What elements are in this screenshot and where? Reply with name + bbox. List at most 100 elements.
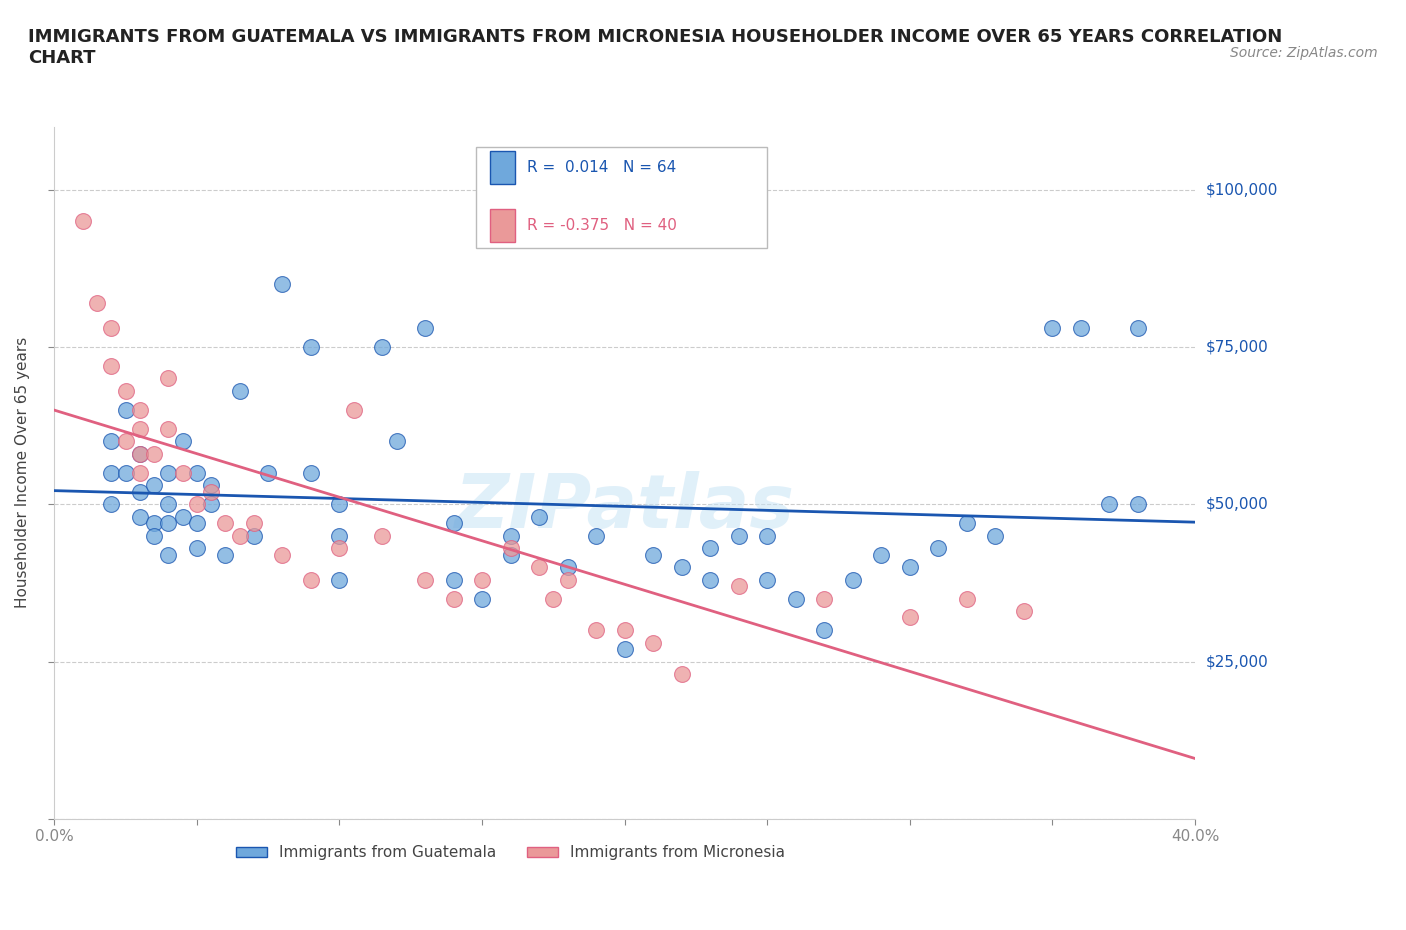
- Point: [443, 572, 465, 587]
- Text: $25,000: $25,000: [1206, 654, 1268, 669]
- Point: [128, 465, 150, 480]
- Point: [842, 572, 865, 587]
- Point: [813, 622, 835, 637]
- Point: [328, 541, 350, 556]
- Point: [499, 541, 522, 556]
- Point: [557, 560, 579, 575]
- Point: [186, 497, 208, 512]
- Point: [756, 528, 779, 543]
- Point: [128, 403, 150, 418]
- Text: R =  0.014   N = 64: R = 0.014 N = 64: [527, 160, 676, 175]
- Point: [371, 528, 394, 543]
- Point: [200, 485, 222, 499]
- Point: [471, 591, 494, 606]
- Point: [699, 572, 721, 587]
- Point: [128, 446, 150, 461]
- Point: [243, 528, 266, 543]
- Point: [671, 560, 693, 575]
- Point: [613, 642, 636, 657]
- Text: $75,000: $75,000: [1206, 339, 1268, 354]
- Point: [100, 465, 122, 480]
- Point: [385, 433, 408, 448]
- FancyBboxPatch shape: [477, 147, 768, 247]
- Point: [200, 497, 222, 512]
- Point: [143, 446, 166, 461]
- Point: [927, 541, 949, 556]
- Point: [86, 296, 108, 311]
- Point: [128, 421, 150, 436]
- Point: [643, 547, 665, 562]
- Point: [299, 572, 322, 587]
- Point: [870, 547, 893, 562]
- Point: [956, 515, 979, 530]
- Point: [172, 510, 194, 525]
- Point: [756, 572, 779, 587]
- Text: R = -0.375   N = 40: R = -0.375 N = 40: [527, 219, 676, 233]
- Point: [271, 276, 294, 291]
- Point: [114, 433, 136, 448]
- Point: [299, 465, 322, 480]
- Point: [157, 515, 180, 530]
- Point: [228, 528, 250, 543]
- Point: [499, 528, 522, 543]
- Point: [527, 510, 550, 525]
- Point: [543, 591, 565, 606]
- Point: [186, 541, 208, 556]
- Text: $50,000: $50,000: [1206, 497, 1268, 512]
- Point: [271, 547, 294, 562]
- Point: [328, 528, 350, 543]
- Point: [128, 510, 150, 525]
- Text: Source: ZipAtlas.com: Source: ZipAtlas.com: [1230, 46, 1378, 60]
- Point: [471, 572, 494, 587]
- Text: ZIPatlas: ZIPatlas: [454, 471, 794, 544]
- Point: [984, 528, 1007, 543]
- Point: [100, 321, 122, 336]
- Point: [413, 321, 436, 336]
- Point: [643, 635, 665, 650]
- FancyBboxPatch shape: [491, 209, 515, 242]
- Point: [114, 465, 136, 480]
- Point: [956, 591, 979, 606]
- Point: [1126, 321, 1149, 336]
- Point: [257, 465, 280, 480]
- Point: [157, 371, 180, 386]
- Point: [100, 497, 122, 512]
- Point: [585, 528, 607, 543]
- Point: [157, 421, 180, 436]
- FancyBboxPatch shape: [491, 151, 515, 184]
- Point: [671, 667, 693, 682]
- Legend: Immigrants from Guatemala, Immigrants from Micronesia: Immigrants from Guatemala, Immigrants fr…: [231, 840, 792, 867]
- Point: [128, 485, 150, 499]
- Point: [143, 528, 166, 543]
- Point: [499, 547, 522, 562]
- Point: [243, 515, 266, 530]
- Point: [100, 433, 122, 448]
- Point: [143, 478, 166, 493]
- Point: [186, 515, 208, 530]
- Point: [72, 214, 94, 229]
- Point: [157, 465, 180, 480]
- Point: [1012, 604, 1035, 618]
- Point: [172, 465, 194, 480]
- Point: [699, 541, 721, 556]
- Point: [898, 610, 921, 625]
- Point: [128, 446, 150, 461]
- Point: [157, 547, 180, 562]
- Point: [328, 572, 350, 587]
- Point: [343, 403, 366, 418]
- Point: [228, 383, 250, 398]
- Point: [214, 515, 236, 530]
- Point: [143, 515, 166, 530]
- Point: [1126, 497, 1149, 512]
- Point: [1070, 321, 1092, 336]
- Point: [413, 572, 436, 587]
- Point: [214, 547, 236, 562]
- Point: [114, 403, 136, 418]
- Point: [898, 560, 921, 575]
- Point: [443, 515, 465, 530]
- Point: [200, 478, 222, 493]
- Point: [157, 497, 180, 512]
- Point: [371, 339, 394, 354]
- Point: [785, 591, 807, 606]
- Point: [443, 591, 465, 606]
